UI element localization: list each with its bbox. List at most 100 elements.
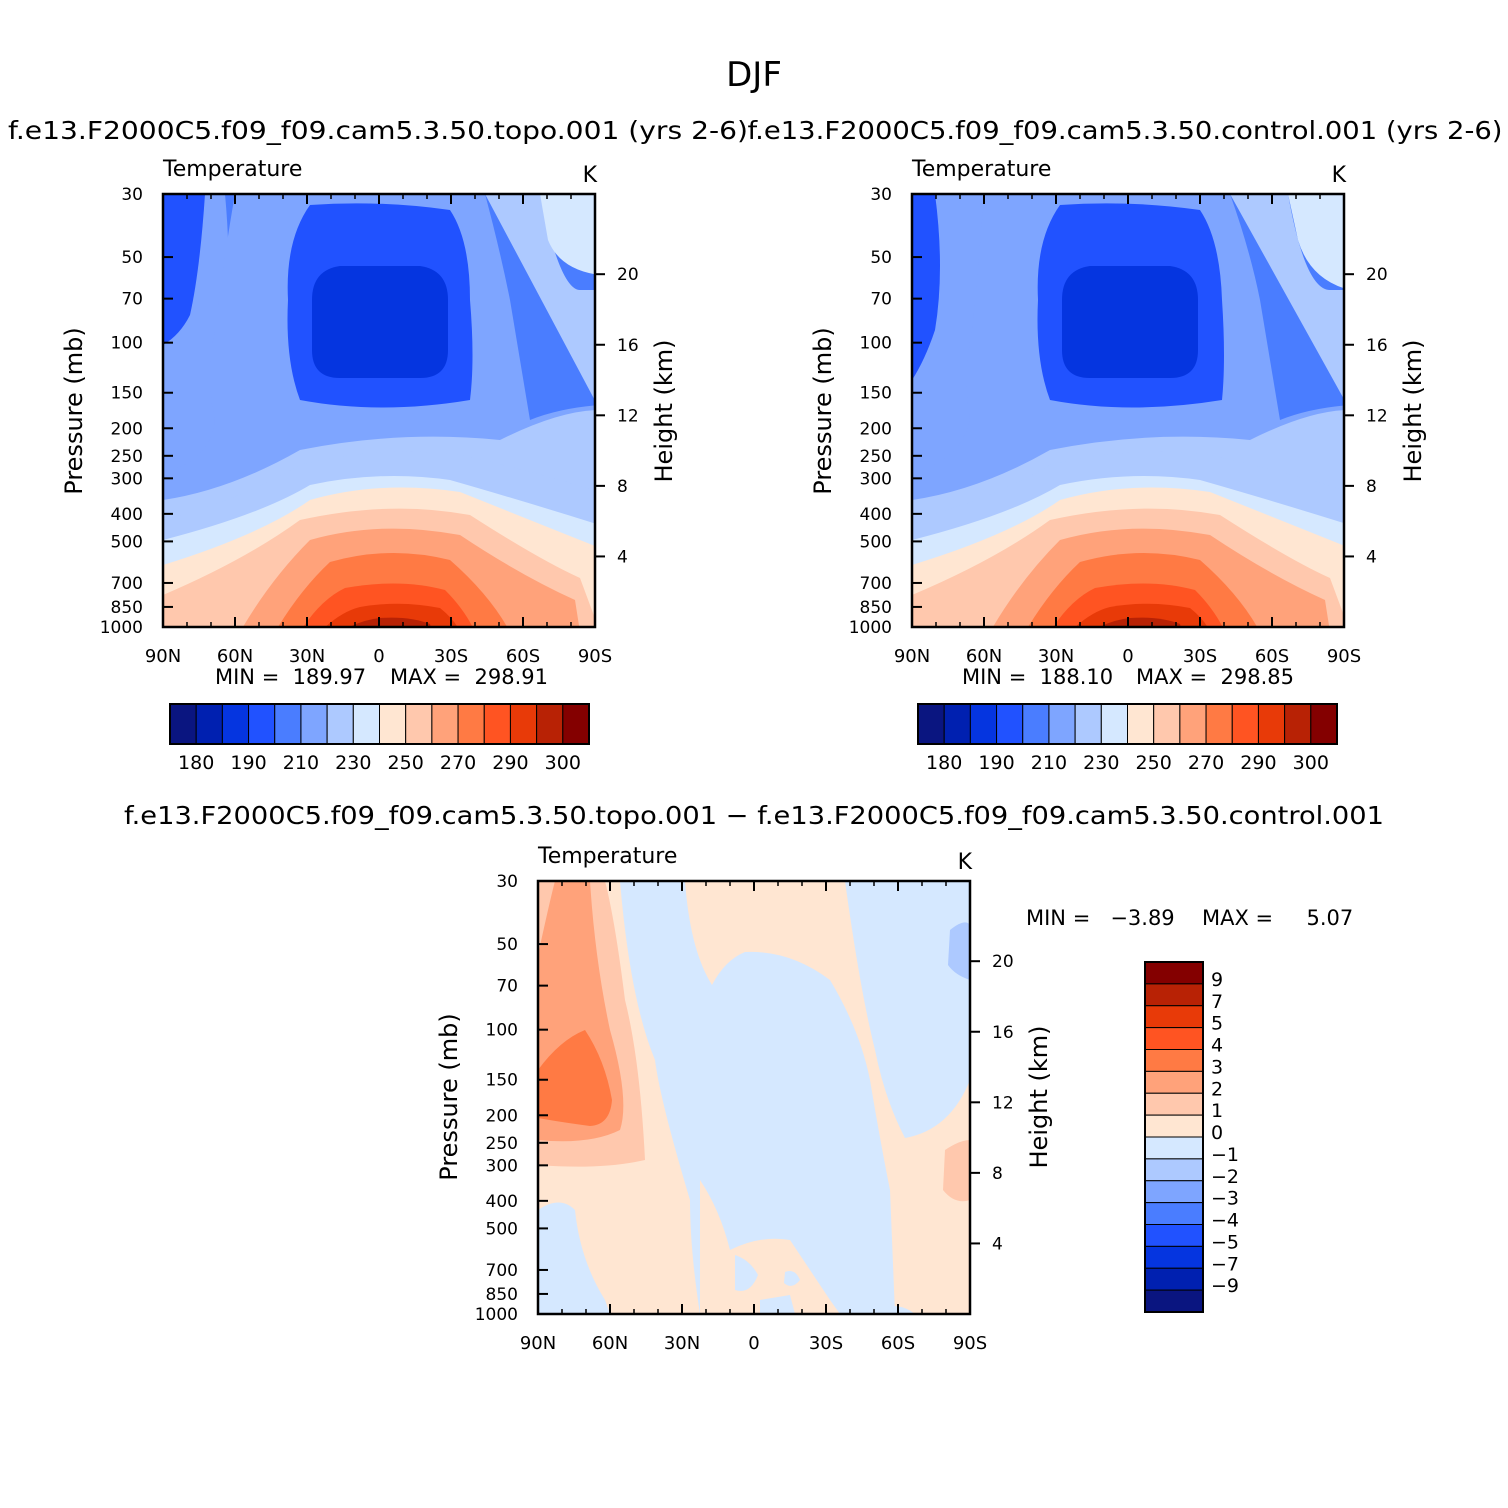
panel-a-y2label: Height (km)	[650, 340, 678, 483]
colorbar-label: −5	[1211, 1231, 1239, 1253]
colorbar-label: −3	[1211, 1188, 1239, 1210]
panel-b-y2tick-label: 20	[1366, 265, 1388, 285]
colorbar-swatch	[483, 703, 511, 745]
panel-c-ytick-label: 70	[496, 977, 518, 997]
colorbar-swatch	[536, 703, 564, 745]
panel-a-y2tick-label: 16	[617, 336, 639, 356]
panel-c-right-label: K	[958, 850, 973, 875]
panel-b-y2tick-label: 16	[1366, 336, 1388, 356]
colorbar-swatch	[1144, 1092, 1204, 1116]
colorbar-swatch	[1144, 1180, 1204, 1204]
panel-b-ytick-label: 30	[870, 185, 892, 205]
colorbar-swatch	[1144, 1114, 1204, 1138]
colorbar-label: 180	[926, 752, 962, 774]
panel-c-y2tick-label: 12	[992, 1093, 1014, 1113]
panel-b-ytick-label: 150	[860, 384, 892, 404]
panel-c-ytick-label: 200	[486, 1106, 518, 1126]
colorbar-swatch	[1284, 703, 1312, 745]
panel-c-ytick-label: 700	[486, 1261, 518, 1281]
colorbar-swatch	[1144, 1289, 1204, 1313]
colorbar-swatch	[1144, 1224, 1204, 1247]
colorbar-label: 300	[1293, 752, 1329, 774]
panel-a-ytick-label: 300	[111, 469, 143, 489]
colorbar-swatch	[1127, 703, 1155, 745]
panel-c-xtick-label: 60S	[881, 1333, 915, 1354]
panel-b-xtick-label: 0	[1122, 646, 1133, 667]
panel-c-xtick-label: 0	[748, 1333, 759, 1354]
colorbar-swatch	[169, 703, 197, 745]
panel-a-right-label: K	[583, 163, 598, 188]
panel-c-ytick-label: 250	[486, 1134, 518, 1154]
panel-b-max: MAX = 298.85	[1136, 665, 1294, 689]
panel-a-ytick-label: 30	[121, 185, 143, 205]
panel-a-axes: 90N 60N 30N 0 30S 60S 90S 30 50 70 100 150 200 250300…	[100, 185, 639, 667]
panel-b-xtick-label: 90S	[1327, 646, 1361, 667]
colorbar-swatch	[457, 703, 485, 745]
colorbar-swatch	[221, 703, 250, 745]
colorbar-label: −9	[1211, 1275, 1239, 1297]
colorbar-swatch	[1022, 703, 1050, 745]
panel-c-ytick-label: 500	[486, 1219, 518, 1239]
panel-b-xtick-label: 90N	[894, 646, 930, 667]
panel-b-ytick-label: 400	[860, 505, 892, 525]
panel-a-colorbar-frame	[169, 703, 590, 745]
colorbar-label: 270	[440, 752, 476, 774]
colorbar-swatch	[1048, 703, 1076, 745]
colorbar-label: −1	[1211, 1144, 1239, 1166]
panel-c-ytick-label: 850	[486, 1285, 518, 1305]
panel-c-ytick-label: 300	[486, 1156, 518, 1176]
panel-a-ytick-label: 400	[111, 505, 143, 525]
panel-a-xtick-label: 90S	[578, 646, 612, 667]
colorbar-label: 7	[1211, 991, 1223, 1013]
panel-b-ytick-label: 100	[860, 334, 892, 354]
panel-c-max: MAX = 5.07	[1202, 906, 1353, 930]
panel-a-ytick-label: 200	[111, 419, 143, 439]
colorbar-label: 250	[388, 752, 424, 774]
colorbar-swatch	[274, 703, 302, 745]
colorbar-swatch	[1074, 703, 1102, 745]
colorbar-swatch	[1144, 1005, 1204, 1029]
colorbar-swatch	[1144, 1267, 1204, 1291]
panel-a-ytick-label: 1000	[100, 618, 143, 638]
colorbar-swatch	[1144, 983, 1204, 1007]
colorbar-swatch	[326, 703, 354, 745]
panel-c-y2tick-label: 4	[992, 1234, 1003, 1254]
panel-a-y2tick-label: 12	[617, 406, 639, 426]
panel-c-colorbar-frame	[1144, 961, 1204, 1313]
panel-b-ytick-label: 500	[860, 532, 892, 552]
panel-c-xtick-label: 30S	[809, 1333, 843, 1354]
panel-b-y2tick-label: 4	[1366, 547, 1377, 567]
panel-b-ytick-label: 50	[870, 248, 892, 268]
colorbar-swatch	[1144, 1049, 1204, 1072]
colorbar-label: 270	[1188, 752, 1224, 774]
panel-b-ytick-label: 250	[860, 447, 892, 467]
panel-c-min: MIN = −3.89	[1026, 906, 1175, 930]
panel-b-ytick-label: 850	[860, 598, 892, 618]
panel-c-y2tick-label: 20	[992, 952, 1014, 972]
panel-c-xtick-label: 90N	[520, 1333, 556, 1354]
colorbar-label: 9	[1211, 969, 1223, 991]
colorbar-swatch	[1100, 703, 1128, 745]
panel-a-ytick-label: 150	[111, 384, 143, 404]
panel-c-ylabel: Pressure (mb)	[435, 1013, 463, 1180]
panel-c-xtick-label: 60N	[592, 1333, 628, 1354]
panel-c-ytick-label: 150	[486, 1071, 518, 1091]
colorbar-label: 290	[1240, 752, 1276, 774]
panel-b-ytick-label: 1000	[849, 618, 892, 638]
colorbar-label: 4	[1211, 1035, 1223, 1057]
panel-b-title: f.e13.F2000C5.f09_f09.cam5.3.50.control.…	[748, 116, 1503, 145]
panel-a-title: f.e13.F2000C5.f09_f09.cam5.3.50.topo.001…	[8, 116, 748, 145]
colorbar-swatch	[352, 703, 380, 745]
colorbar-label: −7	[1211, 1253, 1239, 1275]
panel-c-ytick-label: 100	[486, 1021, 518, 1041]
panel-a-ytick-label: 500	[111, 532, 143, 552]
colorbar-swatch	[917, 703, 945, 745]
panel-b-ytick-label: 700	[860, 574, 892, 594]
panel-a-xtick-label: 60N	[217, 646, 253, 667]
panel-b-ylabel: Pressure (mb)	[809, 327, 837, 494]
panel-a-ylabel: Pressure (mb)	[60, 327, 88, 494]
colorbar-swatch	[405, 703, 433, 745]
panel-c-axes: 90N 60N 30N 0 30S 60S 90S 30 50 70 100 150 200 250300…	[475, 872, 1014, 1354]
panel-b-xtick-label: 30N	[1038, 646, 1074, 667]
